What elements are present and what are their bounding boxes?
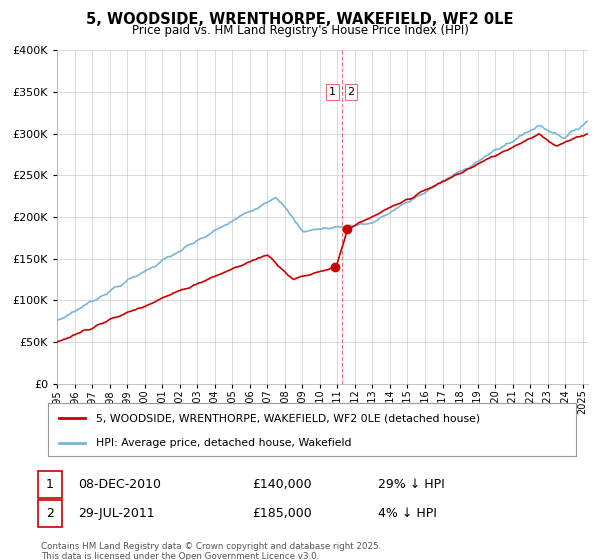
Text: 1: 1 (329, 87, 336, 97)
Text: Price paid vs. HM Land Registry's House Price Index (HPI): Price paid vs. HM Land Registry's House … (131, 24, 469, 36)
Text: 29% ↓ HPI: 29% ↓ HPI (378, 478, 445, 491)
Text: 29-JUL-2011: 29-JUL-2011 (78, 507, 155, 520)
Text: £140,000: £140,000 (252, 478, 311, 491)
Text: HPI: Average price, detached house, Wakefield: HPI: Average price, detached house, Wake… (95, 438, 351, 448)
Text: Contains HM Land Registry data © Crown copyright and database right 2025.
This d: Contains HM Land Registry data © Crown c… (41, 542, 381, 560)
Text: 2: 2 (46, 507, 54, 520)
Text: 4% ↓ HPI: 4% ↓ HPI (378, 507, 437, 520)
Text: 5, WOODSIDE, WRENTHORPE, WAKEFIELD, WF2 0LE: 5, WOODSIDE, WRENTHORPE, WAKEFIELD, WF2 … (86, 12, 514, 27)
Text: 08-DEC-2010: 08-DEC-2010 (78, 478, 161, 491)
Text: 2: 2 (347, 87, 355, 97)
Text: £185,000: £185,000 (252, 507, 312, 520)
Text: 1: 1 (46, 478, 54, 491)
Text: 5, WOODSIDE, WRENTHORPE, WAKEFIELD, WF2 0LE (detached house): 5, WOODSIDE, WRENTHORPE, WAKEFIELD, WF2 … (95, 413, 479, 423)
